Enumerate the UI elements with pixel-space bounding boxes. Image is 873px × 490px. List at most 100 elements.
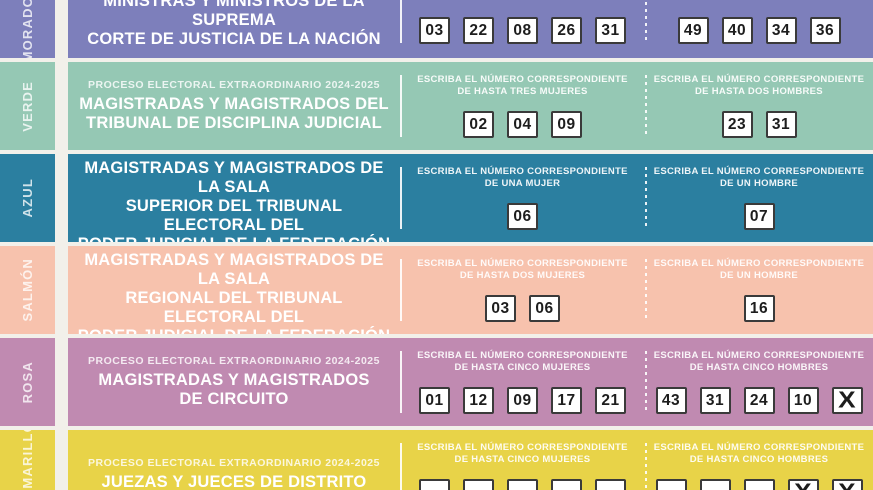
contest-title-section: PROCESO ELECTORAL EXTRAORDINARIO 2024-20… xyxy=(68,430,400,490)
vote-boxes: XX xyxy=(655,479,863,490)
men-vote-column: ESCRIBA EL NÚMERO CORRESPONDIENTE DE UN H… xyxy=(645,246,873,334)
contest-title-section: PROCESO ELECTORAL EXTRAORDINARIO 2024-20… xyxy=(68,0,400,56)
ballot-band-morado: MORADO PROCESO ELECTORAL EXTRAORDINARIO … xyxy=(0,0,873,58)
vote-number-box xyxy=(699,479,731,490)
color-tab-label: AZUL xyxy=(20,178,35,218)
vote-boxes: 16 xyxy=(743,295,775,322)
color-tab: MORADO xyxy=(0,0,55,58)
contest-title: MINISTRAS Y MINISTROS DE LA SUPREMA CORTE… xyxy=(87,0,381,48)
contest-title: MAGISTRADAS Y MAGISTRADOS DE CIRCUITO xyxy=(98,371,370,408)
ballot-row: PROCESO ELECTORAL EXTRAORDINARIO 2024-20… xyxy=(68,62,873,150)
ballot-band-amarillo: AMARILLO PROCESO ELECTORAL EXTRAORDINARI… xyxy=(0,430,873,490)
ballot-band-verde: VERDE PROCESO ELECTORAL EXTRAORDINARIO 2… xyxy=(0,62,873,150)
men-vote-column: ESCRIBA EL NÚMERO CORRESPONDIENTE DE UN H… xyxy=(645,154,873,242)
vote-number-box: 03 xyxy=(419,17,450,44)
vote-number-box: 04 xyxy=(507,111,538,138)
ballot-row: PROCESO ELECTORAL EXTRAORDINARIO 2024-20… xyxy=(68,0,873,58)
vote-number-box xyxy=(743,479,775,490)
ballot-row: PROCESO ELECTORAL EXTRAORDINARIO 2024-20… xyxy=(68,154,873,242)
vote-number-box: 21 xyxy=(595,387,626,414)
contest-title-section: PROCESO ELECTORAL EXTRAORDINARIO 2024-20… xyxy=(68,154,400,242)
contest-title-section: PROCESO ELECTORAL EXTRAORDINARIO 2024-20… xyxy=(68,62,400,150)
vote-number-box: 06 xyxy=(529,295,560,322)
vote-boxes: 43 31 24 10 X xyxy=(655,387,863,414)
ballot-row-content: PROCESO ELECTORAL EXTRAORDINARIO 2024-20… xyxy=(68,246,873,334)
vote-number-box: 06 xyxy=(507,203,538,230)
vote-boxes: 03 06 xyxy=(485,295,560,322)
vote-boxes: 49 40 34 36 xyxy=(677,17,841,44)
color-tab: AZUL xyxy=(0,154,55,242)
contest-title-section: PROCESO ELECTORAL EXTRAORDINARIO 2024-20… xyxy=(68,338,400,426)
vote-number-box xyxy=(507,479,538,490)
color-tab: AMARILLO xyxy=(0,430,55,490)
vote-boxes: 01 12 09 17 21 xyxy=(419,387,626,414)
vote-number-box: 09 xyxy=(551,111,582,138)
vote-number-box: 10 xyxy=(787,387,819,414)
vote-boxes: 23 31 xyxy=(721,111,797,138)
ballot-band-rosa: ROSA PROCESO ELECTORAL EXTRAORDINARIO 20… xyxy=(0,338,873,426)
vote-instruction: ESCRIBA EL NÚMERO CORRESPONDIENTE DE UN H… xyxy=(653,258,865,281)
process-subtitle: PROCESO ELECTORAL EXTRAORDINARIO 2024-20… xyxy=(88,456,380,469)
vote-number-box: 49 xyxy=(677,17,709,44)
color-tab-label: AMARILLO xyxy=(20,430,35,490)
vote-number-box: 12 xyxy=(463,387,494,414)
vote-boxes: 03 22 08 26 31 xyxy=(419,17,626,44)
process-subtitle: PROCESO ELECTORAL EXTRAORDINARIO 2024-20… xyxy=(88,79,380,91)
vote-number-box: 03 xyxy=(485,295,516,322)
vote-number-box xyxy=(463,479,494,490)
vote-instruction: ESCRIBA EL NÚMERO CORRESPONDIENTE DE UNA … xyxy=(417,166,628,189)
contest-title-section: PROCESO ELECTORAL EXTRAORDINARIO 2024-20… xyxy=(68,246,400,334)
color-tab-label: VERDE xyxy=(20,80,35,132)
vote-number-box: 31 xyxy=(765,111,797,138)
vote-number-box: 34 xyxy=(765,17,797,44)
crossed-out-box: X xyxy=(831,387,863,414)
vote-number-box: 08 xyxy=(507,17,538,44)
crossed-out-box: X xyxy=(787,479,819,490)
process-subtitle: PROCESO ELECTORAL EXTRAORDINARIO 2024-20… xyxy=(88,154,380,155)
ballot-row-content: PROCESO ELECTORAL EXTRAORDINARIO 2024-20… xyxy=(68,338,873,426)
ballot-row: PROCESO ELECTORAL EXTRAORDINARIO 2024-20… xyxy=(68,246,873,334)
vote-instruction: ESCRIBA EL NÚMERO CORRESPONDIENTE DE UN H… xyxy=(653,166,865,189)
vote-number-box: 17 xyxy=(551,387,582,414)
color-tab-label: ROSA xyxy=(20,360,35,404)
vote-number-box: 02 xyxy=(463,111,494,138)
vote-boxes: 07 xyxy=(743,203,775,230)
process-subtitle: PROCESO ELECTORAL EXTRAORDINARIO 2024-20… xyxy=(88,355,380,367)
color-tab: VERDE xyxy=(0,62,55,150)
vote-number-box xyxy=(655,479,687,490)
contest-title: MAGISTRADAS Y MAGISTRADOS DE LA SALA REGI… xyxy=(78,250,390,335)
color-tab-label: MORADO xyxy=(20,0,35,58)
vote-boxes: 06 xyxy=(507,203,538,230)
vote-number-box: 16 xyxy=(743,295,775,322)
vote-number-box: 23 xyxy=(721,111,753,138)
vote-number-box: 26 xyxy=(551,17,582,44)
vote-number-box xyxy=(419,479,450,490)
contest-title: MAGISTRADAS Y MAGISTRADOS DEL TRIBUNAL DE… xyxy=(79,95,389,132)
vote-boxes xyxy=(419,479,626,490)
ballot-row: PROCESO ELECTORAL EXTRAORDINARIO 2024-20… xyxy=(68,430,873,490)
color-tab-label: SALMÓN xyxy=(20,258,35,322)
vote-number-box: 43 xyxy=(655,387,687,414)
vote-number-box: 31 xyxy=(699,387,731,414)
vote-boxes: 02 04 09 xyxy=(463,111,582,138)
vote-number-box: 09 xyxy=(507,387,538,414)
vote-number-box: 01 xyxy=(419,387,450,414)
contest-title: JUEZAS Y JUECES DE DISTRITO xyxy=(101,472,367,490)
contest-title: MAGISTRADAS Y MAGISTRADOS DE LA SALA SUPE… xyxy=(78,158,390,243)
vote-number-box: 07 xyxy=(743,203,775,230)
